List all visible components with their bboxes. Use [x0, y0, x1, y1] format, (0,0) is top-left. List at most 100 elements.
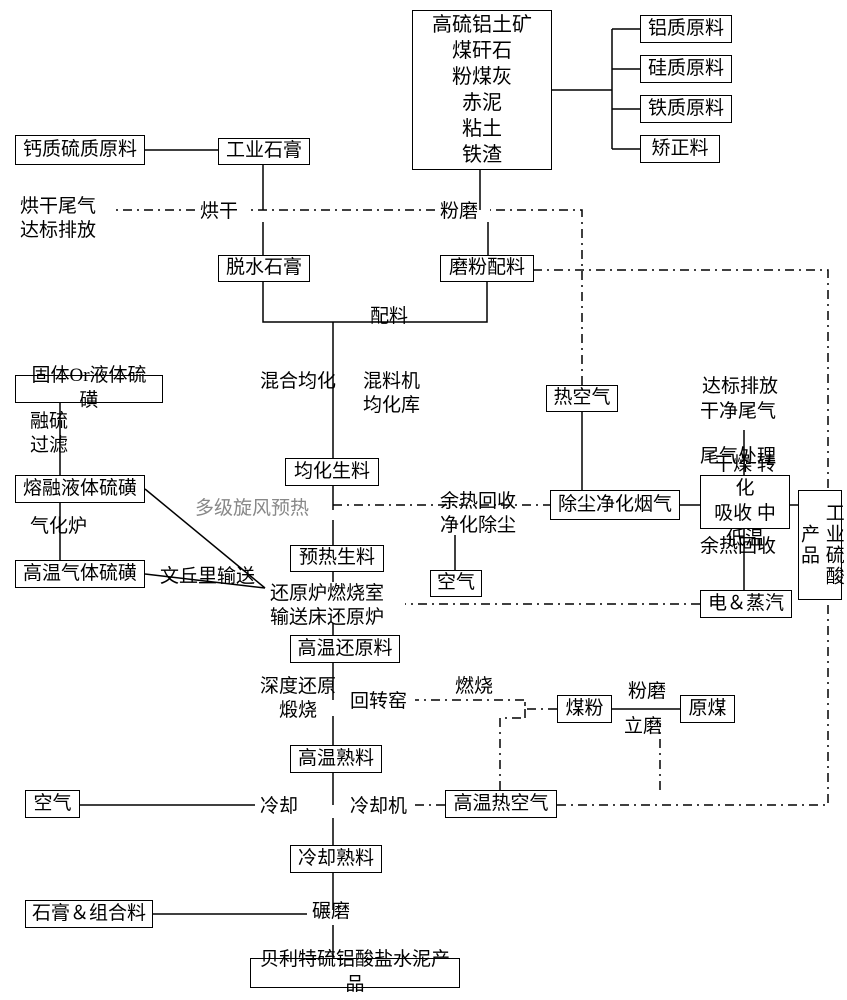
- node-hotClinker: 高温熟料: [290, 745, 382, 773]
- label-vertMill: 立磨: [624, 715, 662, 739]
- node-homoRaw: 均化生料: [285, 458, 379, 486]
- node-aluRaw: 铝质原料: [640, 15, 732, 43]
- label-dry: 烘干: [200, 200, 238, 224]
- edge-hotHotAir: [534, 270, 828, 805]
- label-wasteHeat: 余热回收净化除尘: [440, 490, 516, 538]
- label-text: 烘干: [200, 200, 238, 224]
- node-airLeft: 空气: [25, 790, 80, 818]
- node-text: 除尘净化烟气: [558, 493, 672, 518]
- node-gypComb: 石膏＆组合料: [25, 900, 153, 928]
- label-text: 气化炉: [30, 515, 87, 539]
- edge-coalPowder: [415, 700, 557, 709]
- node-indGypsum: 工业石膏: [218, 138, 310, 165]
- node-text: 高硫铝土矿: [432, 12, 532, 38]
- node-text: 铝质原料: [648, 17, 724, 42]
- node-text: 石膏＆组合料: [32, 902, 146, 927]
- node-text: 硅质原料: [648, 57, 724, 82]
- node-caSRaw: 钙质硫质原料: [15, 135, 145, 165]
- node-text: 空气: [437, 571, 475, 596]
- node-indAcid: 工业硫酸产品: [798, 490, 842, 600]
- node-text: 粘土: [462, 116, 502, 142]
- label-text: 混合均化: [260, 370, 336, 394]
- node-rawCoal: 原煤: [680, 695, 735, 723]
- node-preheatRaw: 预热生料: [290, 545, 384, 572]
- label-text: 深度还原: [260, 675, 336, 699]
- label-text: 均化库: [363, 394, 420, 418]
- label-text: 文丘里输送: [160, 565, 255, 589]
- label-reducer: 还原炉燃烧室输送床还原炉: [270, 582, 384, 630]
- node-topRawList: 高硫铝土矿煤矸石粉煤灰赤泥粘土铁渣: [412, 10, 552, 170]
- edge-hotAirMid: [490, 210, 582, 385]
- label-text: 配料: [370, 305, 408, 329]
- label-dryTail: 烘干尾气达标排放: [20, 195, 96, 243]
- node-hotGasS: 高温气体硫磺: [15, 560, 145, 588]
- node-text: 贝利特硫铝酸盐水泥产品: [257, 948, 453, 997]
- label-grind: 粉磨: [440, 200, 478, 224]
- node-text: 均化生料: [294, 460, 370, 485]
- label-text: 粉磨: [440, 200, 478, 224]
- label-gasFurn: 气化炉: [30, 515, 87, 539]
- node-corrRaw: 矫正料: [640, 135, 720, 163]
- node-text: 磨粉配料: [449, 256, 525, 281]
- label-burn: 燃烧: [455, 675, 493, 699]
- label-text: 碾磨: [312, 900, 350, 924]
- node-dryAbsorb: 干燥 转化吸收 中低温: [700, 475, 790, 529]
- label-text: 过滤: [30, 434, 68, 458]
- label-mixHomo: 混合均化: [260, 370, 336, 394]
- node-airMid: 空气: [430, 570, 482, 597]
- node-text: 矫正料: [651, 137, 708, 162]
- edge-vbar: [552, 29, 612, 149]
- label-emitStd: 达标排放: [702, 375, 778, 399]
- node-hotReduce: 高温还原料: [290, 635, 400, 663]
- node-text: 冷却熟料: [298, 847, 374, 872]
- node-text: 高温还原料: [297, 637, 392, 662]
- label-cooler: 冷却机: [350, 795, 407, 819]
- label-wasteHeat2: 余热回收: [700, 535, 776, 559]
- node-solidLiqS: 固体Or液体硫磺: [15, 375, 163, 403]
- label-text: 余热回收: [440, 490, 516, 514]
- label-grind2: 粉磨: [628, 680, 666, 704]
- edge-hotHotAir: [500, 718, 525, 790]
- label-text: 粉磨: [628, 680, 666, 704]
- node-text: 铁渣: [462, 142, 502, 168]
- label-text: 达标排放: [20, 219, 96, 243]
- label-text: 煅烧: [260, 699, 336, 723]
- label-text: 还原炉燃烧室: [270, 582, 384, 606]
- node-text: 铁质原料: [648, 97, 724, 122]
- node-text: 高温热空气: [453, 792, 548, 817]
- node-text: 固体Or液体硫磺: [22, 364, 156, 413]
- label-text: 燃烧: [455, 675, 493, 699]
- label-tailTreat: 尾气处理: [700, 445, 776, 469]
- node-text: 赤泥: [462, 90, 502, 116]
- label-text: 余热回收: [700, 535, 776, 559]
- node-text: 热空气: [553, 386, 610, 411]
- node-text: 脱水石膏: [226, 256, 302, 281]
- label-text: 多级旋风预热: [195, 497, 309, 521]
- label-text: 尾气处理: [700, 445, 776, 469]
- node-coalPowder: 煤粉: [557, 695, 612, 723]
- node-product: 贝利特硫铝酸盐水泥产品: [250, 958, 460, 988]
- node-text: 高温气体硫磺: [23, 562, 137, 587]
- node-elecSteam: 电＆蒸汽: [700, 590, 792, 618]
- node-text: 煤矸石: [452, 38, 512, 64]
- label-text: 干净尾气: [700, 400, 776, 424]
- label-mixer: 混料机均化库: [363, 370, 420, 418]
- label-text: 冷却机: [350, 795, 407, 819]
- node-text: 工业石膏: [226, 139, 302, 164]
- label-multiPre: 多级旋风预热: [195, 497, 309, 521]
- label-deepReduce: 深度还原煅烧: [260, 675, 336, 723]
- label-text: 冷却: [260, 795, 298, 819]
- node-text: 电＆蒸汽: [708, 592, 784, 617]
- node-text: 原煤: [688, 697, 726, 722]
- label-text: 回转窑: [350, 690, 407, 714]
- node-text: 空气: [33, 792, 71, 817]
- node-hotAirMid: 热空气: [546, 385, 618, 412]
- label-text: 立磨: [624, 715, 662, 739]
- label-meltFilter: 融硫过滤: [30, 410, 68, 458]
- label-cleanTail: 干净尾气: [700, 400, 776, 424]
- node-text: 工业硫酸产品: [795, 493, 844, 597]
- node-text: 粉煤灰: [452, 64, 512, 90]
- label-text: 融硫: [30, 410, 68, 434]
- node-siRaw: 硅质原料: [640, 55, 732, 83]
- node-text: 煤粉: [565, 697, 603, 722]
